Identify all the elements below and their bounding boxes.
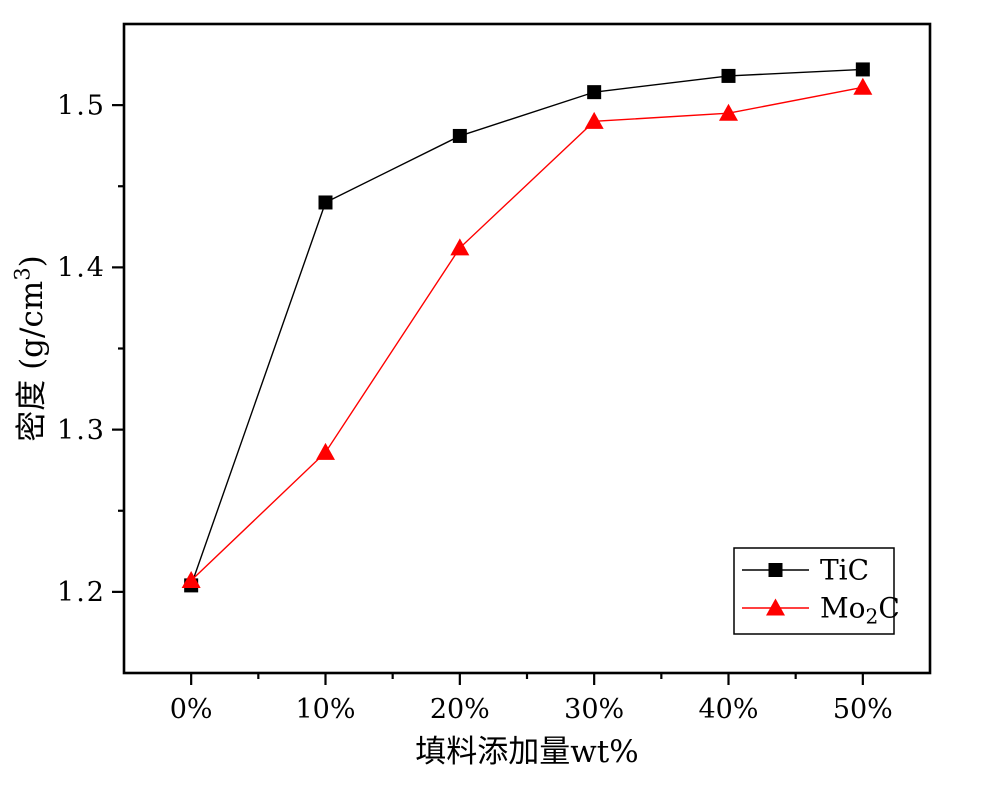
- y-tick-label: 1.3: [57, 415, 106, 446]
- series-marker-tic: [452, 128, 467, 143]
- x-tick-label: 30%: [564, 694, 624, 725]
- series-marker-tic: [587, 85, 602, 100]
- text-part: 20%: [430, 694, 490, 725]
- x-tick-label: 40%: [698, 694, 758, 725]
- series-marker-mo2c: [584, 111, 604, 129]
- text-part: 3: [10, 267, 35, 280]
- series-marker-tic: [855, 62, 870, 77]
- text-part: 0%: [170, 694, 213, 725]
- y-axis-title: 密度 (g/cm3): [10, 255, 50, 442]
- text-part: C: [878, 592, 899, 625]
- series-line-mo2c: [190, 86, 863, 582]
- x-tick-label: 50%: [833, 694, 893, 725]
- series-marker-mo2c: [450, 238, 470, 256]
- text-part: 1.5: [57, 90, 106, 121]
- series-line-tic: [190, 68, 863, 586]
- series-marker-mo2c: [719, 103, 738, 121]
- x-tick-label: 0%: [170, 694, 213, 725]
- text-part: ): [14, 255, 50, 267]
- text-part: TiC: [820, 554, 869, 587]
- series-marker-mo2c: [181, 571, 201, 589]
- text-part: 密度 (g/cm: [14, 281, 50, 442]
- x-tick-label: 20%: [430, 694, 490, 725]
- legend-label-mo2c: Mo2C: [820, 592, 900, 629]
- text-part: 2: [866, 605, 879, 629]
- text-part: 10%: [295, 694, 355, 725]
- y-tick-label: 1.4: [57, 253, 106, 284]
- legend-label-tic: TiC: [820, 554, 869, 587]
- series-marker-tic: [721, 68, 736, 83]
- text-part: 40%: [698, 694, 758, 725]
- text-part: 1.3: [57, 415, 106, 446]
- series-marker-mo2c: [316, 442, 335, 460]
- x-tick-label: 10%: [295, 694, 355, 725]
- legend-box: [733, 547, 895, 635]
- text-part: 填料添加量wt%: [415, 734, 638, 770]
- series-marker-tic: [318, 195, 333, 210]
- text-part: 30%: [564, 694, 624, 725]
- legend-marker-tic: [768, 563, 783, 577]
- text-part: 1.2: [57, 577, 106, 608]
- y-tick-label: 1.5: [57, 90, 106, 121]
- y-tick-label: 1.2: [57, 577, 106, 608]
- series-marker-mo2c: [853, 77, 873, 95]
- legend-marker-mo2c: [766, 598, 785, 616]
- text-part: Mo: [820, 592, 866, 625]
- text-part: 1.4: [57, 253, 106, 284]
- x-axis-title: 填料添加量wt%: [415, 734, 638, 770]
- text-part: 50%: [833, 694, 893, 725]
